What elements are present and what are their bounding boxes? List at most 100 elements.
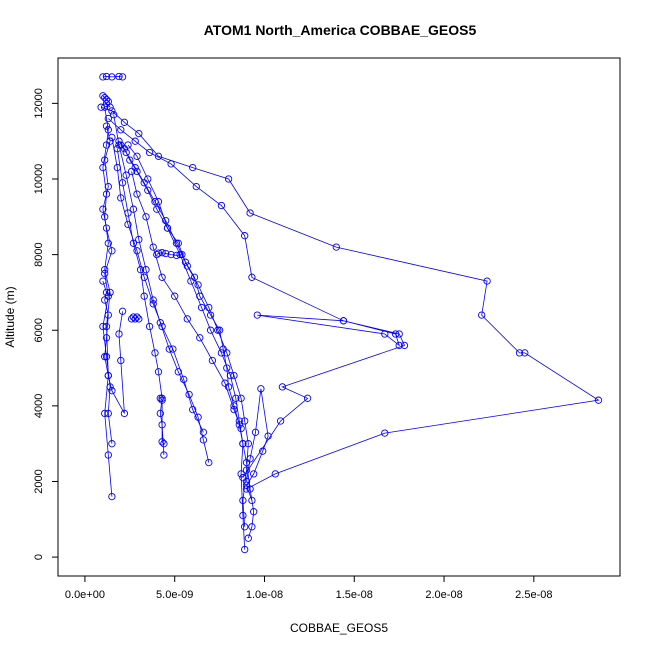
data-point [108, 107, 116, 115]
data-point [101, 296, 109, 304]
data-point [215, 326, 224, 334]
data-point [120, 118, 129, 126]
data-point [101, 266, 109, 274]
x-tick-label: 2.0e-08 [425, 589, 462, 601]
data-point [129, 313, 138, 321]
data-point [129, 239, 138, 247]
data-point [122, 171, 130, 179]
data-point [163, 224, 172, 232]
data-point [242, 477, 251, 486]
data-point [108, 440, 116, 448]
data-point [99, 163, 107, 172]
data-point [102, 322, 111, 331]
data-point [99, 73, 107, 81]
data-point [248, 273, 256, 281]
data-point [278, 383, 287, 391]
data-point [115, 72, 123, 81]
data-point [174, 368, 182, 376]
data-point [101, 103, 109, 111]
data-point [246, 209, 254, 217]
y-tick-label: 4000 [33, 394, 45, 418]
data-point [232, 394, 240, 402]
series-12 [153, 249, 186, 260]
data-point [117, 194, 125, 202]
data-point [160, 451, 168, 459]
data-point [110, 111, 118, 119]
series-3 [104, 114, 409, 482]
data-point [181, 258, 190, 266]
data-point [237, 394, 245, 402]
data-point [149, 300, 157, 308]
data-point [136, 266, 145, 274]
data-point [176, 250, 184, 259]
data-point [395, 341, 403, 350]
data-point [127, 167, 136, 176]
data-point [118, 179, 127, 187]
data-point [126, 156, 134, 164]
data-point [135, 315, 143, 323]
data-point [101, 213, 109, 221]
data-point [156, 409, 164, 418]
x-tick-label: 0.0e+00 [65, 589, 105, 601]
data-point [239, 496, 247, 505]
data-point [144, 175, 152, 183]
data-point [178, 250, 186, 259]
data-point [241, 232, 249, 240]
data-point [127, 315, 136, 323]
series-2 [97, 103, 603, 493]
x-tick-label: 1.0e-08 [246, 589, 283, 601]
data-point [381, 330, 389, 338]
data-point [104, 451, 112, 459]
data-point [108, 133, 116, 142]
data-point [237, 424, 245, 433]
data-point [162, 249, 170, 258]
data-point [101, 409, 109, 418]
data-point [140, 292, 148, 300]
series-13 [127, 313, 143, 323]
data-point [199, 436, 208, 444]
series-line [160, 398, 165, 444]
data-point [144, 186, 152, 194]
data-point [483, 277, 491, 285]
data-point [154, 198, 163, 206]
data-point [214, 326, 222, 334]
data-point [223, 349, 231, 357]
data-point [271, 470, 279, 478]
data-point [118, 307, 127, 315]
data-point [120, 409, 129, 418]
data-point [104, 311, 112, 319]
data-point [151, 349, 159, 357]
data-point [239, 440, 247, 448]
series-line [127, 144, 246, 550]
series-14 [156, 394, 168, 448]
data-point [124, 220, 132, 229]
data-point [250, 508, 258, 516]
series-line [102, 107, 113, 497]
data-point [381, 429, 389, 437]
data-point [160, 440, 168, 448]
data-point [400, 341, 409, 350]
data-point [192, 182, 200, 191]
series-7 [117, 141, 252, 531]
data-point [276, 417, 285, 425]
y-axis: 0 2000 4000 6000 8000 10000 12000 [33, 88, 59, 560]
data-point [104, 239, 112, 247]
data-point [142, 266, 150, 274]
data-point [521, 349, 529, 357]
data-point [156, 319, 164, 327]
data-point [244, 440, 252, 448]
data-point [122, 148, 130, 157]
data-point [264, 432, 272, 440]
data-point [102, 190, 111, 198]
data-point [118, 73, 127, 81]
data-point [102, 72, 111, 81]
x-tick-label: 5.0e-09 [156, 589, 193, 601]
data-point [167, 160, 175, 168]
y-tick-label: 0 [33, 554, 45, 560]
series-line [131, 171, 242, 429]
data-point [113, 145, 121, 153]
data-point [108, 73, 116, 81]
data-point [183, 262, 191, 270]
series-0 [99, 72, 127, 81]
